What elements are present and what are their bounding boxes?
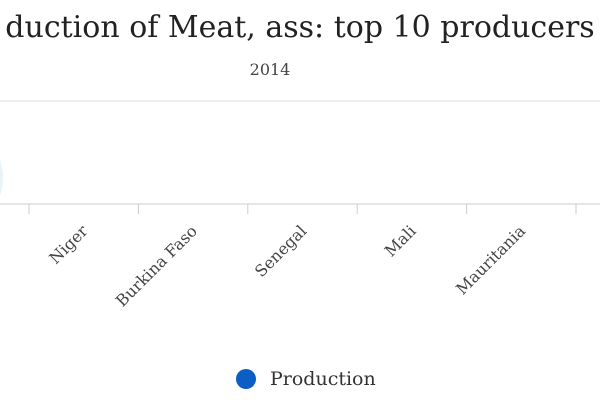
x-axis-ticks [28,204,577,214]
chart-title: duction of Meat, ass: top 10 producers [5,10,595,45]
legend-label-production: Production [270,368,376,390]
legend-swatch-production [236,369,256,389]
chart-subtitle: 2014 [249,60,291,79]
x-tick-label: Burkina Faso [112,221,201,310]
cropped-bar-mark [0,160,3,196]
x-tick-label: Mali [381,221,420,260]
x-tick-label: Niger [45,221,92,268]
x-tick-label: Mauritania [452,221,529,298]
legend[interactable]: Production [236,368,376,390]
x-tick-label: Senegal [251,221,310,280]
